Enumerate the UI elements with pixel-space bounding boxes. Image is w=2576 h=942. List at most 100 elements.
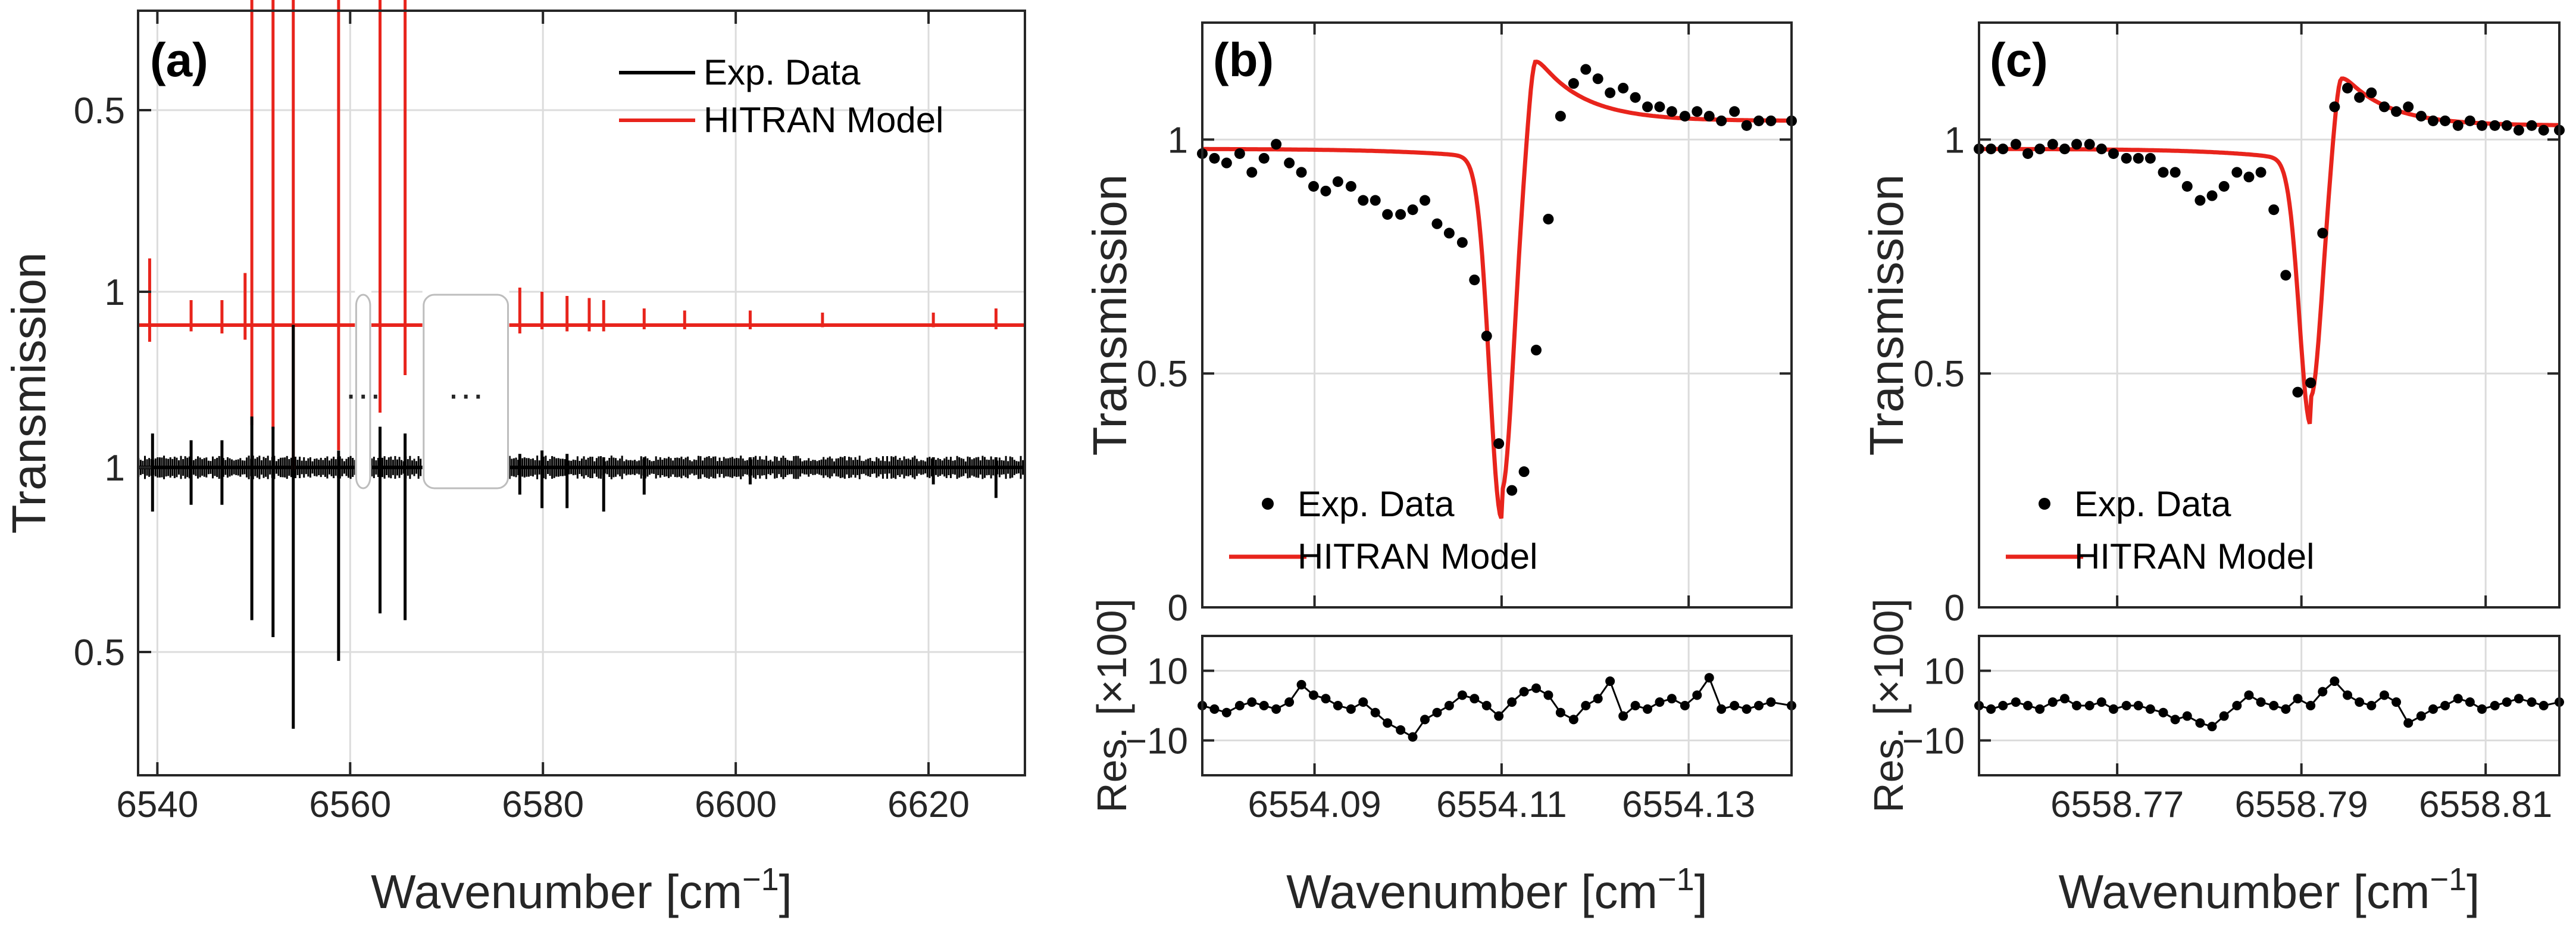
residual-point (1543, 690, 1553, 700)
legend-exp-marker (1262, 498, 1274, 510)
x-tick-label: 6540 (116, 784, 198, 825)
residual-point (1481, 701, 1492, 710)
exp-point (2464, 115, 2475, 126)
residual-area-b (1202, 636, 1792, 775)
x-tick-label: 6580 (502, 784, 584, 825)
plot-area-c (1979, 23, 2559, 607)
residual-point (1432, 707, 1442, 718)
residual-point (2269, 701, 2279, 710)
residual-point (1234, 701, 1245, 710)
exp-point (2169, 167, 2181, 178)
residual-point (2440, 701, 2450, 710)
exp-point (1469, 275, 1480, 286)
residual-point (1618, 711, 1628, 721)
x-tick-label: 6600 (695, 784, 777, 825)
axes-box-c (1978, 21, 2561, 609)
exp-point (1382, 209, 1393, 220)
exp-point (2440, 115, 2451, 126)
res-y-tick-label: −10 (1126, 721, 1188, 762)
residual-box-b (1201, 635, 1793, 776)
residual-point (1346, 704, 1356, 714)
residual-point (1259, 701, 1269, 710)
residual-point (1519, 687, 1529, 697)
residual-point (2035, 704, 2045, 714)
residual-point (1730, 701, 1740, 710)
legend-model-label: HITRAN Model (2074, 536, 2314, 576)
x-tick-label: 6554.09 (1248, 784, 1381, 825)
legend-exp-label: Exp. Data (704, 52, 861, 92)
axes-box-a (137, 10, 1026, 776)
residual-point (2539, 701, 2549, 710)
residual-point (2207, 722, 2217, 732)
exp-point (1258, 152, 1270, 164)
residual-point (1333, 701, 1343, 710)
exp-point (1605, 87, 1616, 98)
exp-point (2538, 124, 2549, 136)
exp-point (2427, 115, 2439, 126)
residual-point (1555, 707, 1565, 718)
plot-area-a (138, 11, 1025, 775)
exp-point (2501, 120, 2512, 131)
exp-point (1209, 152, 1220, 164)
residual-point (2428, 704, 2438, 714)
res-y-tick-label: 10 (1147, 651, 1188, 693)
exp-point (1308, 180, 1319, 192)
exp-point (2194, 195, 2206, 206)
residual-point (1704, 673, 1714, 683)
residual-point (2108, 704, 2118, 714)
exp-point (2158, 167, 2169, 178)
exp-point (2292, 386, 2303, 398)
residual-point (1221, 707, 1231, 718)
exp-point (1986, 144, 1997, 155)
exp-point (1753, 115, 1764, 126)
residual-point (1284, 697, 1295, 707)
panel-label: (c) (1990, 33, 2048, 86)
y-axis-label: Transmission (2, 252, 55, 534)
y-tick-label: 1 (105, 448, 125, 489)
residual-point (1370, 707, 1380, 718)
residual-box-c (1978, 635, 2561, 776)
exp-point (1358, 195, 1369, 206)
exp-point (2206, 190, 2218, 201)
residual-point (1680, 701, 1690, 710)
exp-point (1630, 92, 1641, 103)
exp-point (2133, 152, 2144, 164)
residual-point (2133, 701, 2143, 710)
exp-point (1654, 101, 1665, 113)
residual-point (1296, 679, 1306, 690)
axis-break-gap (422, 280, 509, 494)
residual-point (2318, 687, 2328, 697)
residual-point (2195, 718, 2205, 728)
exp-point (2403, 101, 2414, 113)
residual-point (1717, 704, 1727, 714)
exp-point (2354, 92, 2365, 103)
residual-point (2490, 701, 2500, 710)
exp-point (2243, 171, 2255, 183)
legend-exp-label: Exp. Data (1298, 484, 1455, 524)
residual-point (2256, 697, 2266, 707)
residual-point (1408, 732, 1418, 742)
residual-point (1358, 697, 1368, 707)
residual-point (2465, 697, 2475, 707)
exp-point (2096, 144, 2107, 155)
residual-point (2084, 701, 2094, 710)
residual-point (2219, 711, 2229, 721)
panel-label: (b) (1213, 33, 1274, 86)
residual-point (1507, 697, 1517, 707)
exp-point (1703, 111, 1715, 122)
res-y-tick-label: 10 (1924, 651, 1965, 693)
residual-point (1692, 690, 1702, 700)
exp-point (2342, 82, 2353, 93)
residual-point (1593, 694, 1603, 704)
residual-point (1766, 697, 1776, 707)
exp-point (1345, 180, 1356, 192)
exp-point (1493, 438, 1505, 450)
residual-point (1605, 676, 1615, 687)
panel-label: (a) (150, 33, 208, 86)
legend-exp-label: Exp. Data (2074, 484, 2231, 524)
y-tick-label: 1 (1168, 120, 1188, 161)
residual-point (1655, 697, 1665, 707)
x-axis-label: Wavenumber [cm−1] (2059, 862, 2480, 918)
residual-point (1667, 694, 1677, 704)
